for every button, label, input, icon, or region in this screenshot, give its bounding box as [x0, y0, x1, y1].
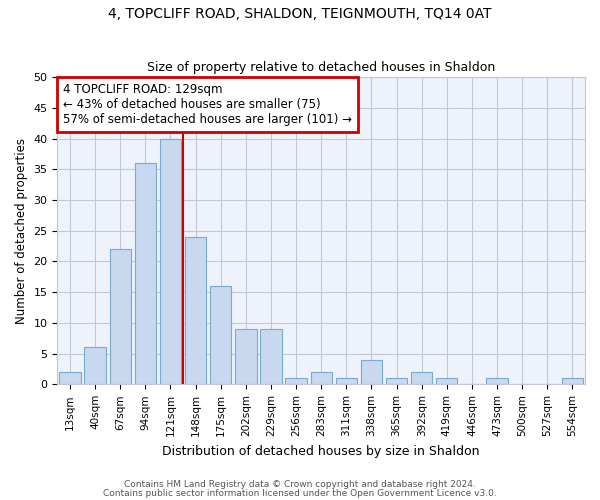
Bar	[59, 372, 80, 384]
Bar	[386, 378, 407, 384]
Text: 4 TOPCLIFF ROAD: 129sqm
← 43% of detached houses are smaller (75)
57% of semi-de: 4 TOPCLIFF ROAD: 129sqm ← 43% of detache…	[62, 83, 352, 126]
Text: Contains public sector information licensed under the Open Government Licence v3: Contains public sector information licen…	[103, 488, 497, 498]
Bar	[361, 360, 382, 384]
Bar	[110, 249, 131, 384]
Text: 4, TOPCLIFF ROAD, SHALDON, TEIGNMOUTH, TQ14 0AT: 4, TOPCLIFF ROAD, SHALDON, TEIGNMOUTH, T…	[108, 8, 492, 22]
Bar	[160, 138, 181, 384]
Bar	[335, 378, 357, 384]
Bar	[210, 286, 232, 384]
Bar	[235, 329, 257, 384]
Bar	[286, 378, 307, 384]
Text: Contains HM Land Registry data © Crown copyright and database right 2024.: Contains HM Land Registry data © Crown c…	[124, 480, 476, 489]
Bar	[134, 163, 156, 384]
Bar	[487, 378, 508, 384]
Bar	[311, 372, 332, 384]
Bar	[85, 348, 106, 385]
Bar	[185, 237, 206, 384]
X-axis label: Distribution of detached houses by size in Shaldon: Distribution of detached houses by size …	[163, 444, 480, 458]
Title: Size of property relative to detached houses in Shaldon: Size of property relative to detached ho…	[147, 62, 496, 74]
Bar	[562, 378, 583, 384]
Y-axis label: Number of detached properties: Number of detached properties	[15, 138, 28, 324]
Bar	[260, 329, 281, 384]
Bar	[436, 378, 457, 384]
Bar	[411, 372, 433, 384]
